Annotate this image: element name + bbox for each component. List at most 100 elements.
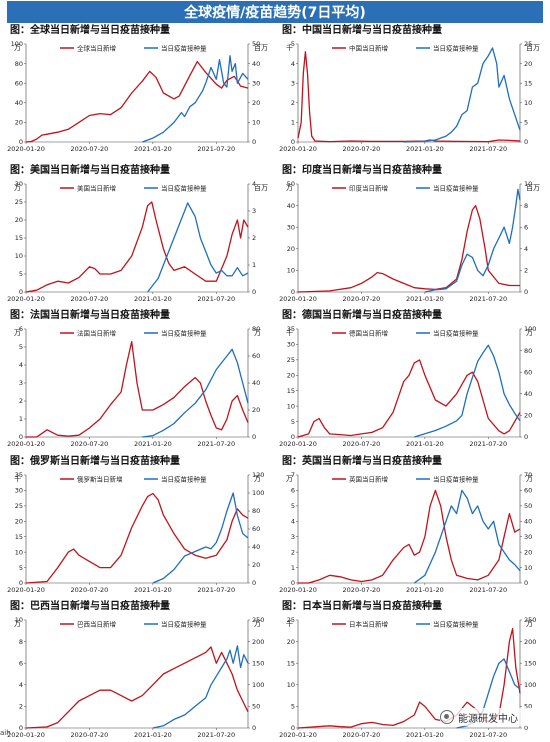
- x-tick-label: 2021-07-20: [469, 145, 507, 153]
- legend-label: 全球当日新增: [77, 43, 116, 52]
- right-tick-label: 0: [252, 579, 256, 587]
- series-line-vaccines: [403, 47, 521, 143]
- right-tick-label: 25: [524, 40, 532, 48]
- right-tick-label: 20: [252, 406, 260, 414]
- right-tick-label: 50: [524, 502, 532, 510]
- right-tick-label: 0: [524, 433, 528, 441]
- left-tick-label: 6: [19, 325, 23, 333]
- series-line-cases: [25, 492, 249, 584]
- left-tick-label: 30: [15, 180, 23, 188]
- left-unit-label: 千: [286, 619, 293, 628]
- wechat-icon: [440, 710, 454, 724]
- right-tick-label: 0: [524, 288, 528, 296]
- series-line-vaccines: [414, 344, 521, 438]
- right-unit-label: 万: [526, 475, 533, 483]
- right-tick-label: 20: [252, 561, 260, 569]
- left-tick-label: 10: [287, 402, 295, 410]
- right-tick-label: 40: [524, 390, 532, 398]
- left-tick-label: 20: [287, 638, 295, 646]
- right-tick-label: 15: [524, 79, 532, 87]
- chart-title: 图：法国当日新增与当日疫苗接种量: [10, 308, 170, 321]
- chart-title: 图：英国当日新增与当日疫苗接种量: [282, 454, 442, 467]
- series-line-vaccines: [147, 202, 249, 293]
- chart-title: 图：德国当日新增与当日疫苗接种量: [282, 308, 442, 321]
- x-tick-label: 2021-07-20: [197, 731, 235, 739]
- x-tick-label: 2021-01-20: [406, 145, 444, 153]
- left-tick-label: 20: [15, 119, 23, 127]
- right-tick-label: 100: [252, 489, 264, 497]
- left-tick-label: 10: [287, 267, 295, 275]
- left-tick-label: 30: [15, 487, 23, 495]
- left-tick-label: 15: [287, 659, 295, 667]
- x-tick-label: 2021-01-20: [406, 586, 444, 594]
- right-tick-label: 100: [524, 681, 536, 689]
- left-tick-label: 4: [19, 681, 23, 689]
- left-tick-label: 50: [287, 180, 295, 188]
- series-line-cases: [25, 646, 249, 729]
- right-tick-label: 100: [252, 681, 264, 689]
- legend-label: 当日疫苗接种量: [161, 43, 207, 52]
- right-tick-label: 10: [524, 180, 532, 188]
- left-tick-label: 25: [15, 198, 23, 206]
- left-tick-label: 5: [19, 343, 23, 351]
- left-tick-label: 3: [19, 379, 23, 387]
- left-tick-label: 10: [287, 681, 295, 689]
- right-tick-label: 10: [252, 119, 260, 127]
- left-tick-label: 0: [291, 288, 295, 296]
- x-tick-label: 2020-01-20: [7, 731, 45, 739]
- chart-title: 图：日本当日新增与当日疫苗接种量: [282, 599, 442, 612]
- legend-label: 当日疫苗接种量: [161, 183, 207, 192]
- right-tick-label: 1: [252, 261, 256, 269]
- right-tick-label: 40: [252, 543, 260, 551]
- left-tick-label: 1: [291, 119, 295, 127]
- right-unit-label: 万: [254, 329, 261, 337]
- x-tick-label: 2021-07-20: [469, 731, 507, 739]
- right-tick-label: 0: [252, 288, 256, 296]
- left-tick-label: 10: [15, 616, 23, 624]
- right-tick-label: 20: [524, 60, 532, 68]
- series-line-cases: [297, 359, 521, 438]
- legend-label: 当日疫苗接种量: [161, 328, 207, 337]
- x-tick-label: 2020-07-20: [71, 586, 109, 594]
- right-tick-label: 40: [524, 517, 532, 525]
- corner-mark: aih: [0, 729, 11, 737]
- right-tick-label: 2: [252, 234, 256, 242]
- right-tick-label: 60: [524, 368, 532, 376]
- series-line-cases: [25, 60, 249, 143]
- right-tick-label: 20: [252, 99, 260, 107]
- right-tick-label: 150: [524, 659, 536, 667]
- right-tick-label: 200: [524, 638, 536, 646]
- left-unit-label: 千: [286, 43, 293, 52]
- left-tick-label: 3: [291, 79, 295, 87]
- left-unit-label: 万: [14, 329, 21, 337]
- left-tick-label: 6: [291, 487, 295, 495]
- left-tick-label: 20: [287, 245, 295, 253]
- right-tick-label: 150: [252, 659, 264, 667]
- right-unit-label: 万: [526, 620, 533, 628]
- right-unit-label: 百万: [526, 44, 540, 52]
- x-tick-label: 2021-07-20: [469, 440, 507, 448]
- right-tick-label: 20: [524, 548, 532, 556]
- left-tick-label: 100: [11, 40, 23, 48]
- left-tick-label: 15: [15, 234, 23, 242]
- series-line-vaccines: [142, 348, 249, 438]
- right-tick-label: 2: [524, 267, 528, 275]
- x-tick-label: 2021-07-20: [197, 586, 235, 594]
- left-tick-label: 20: [15, 216, 23, 224]
- x-tick-label: 2020-01-20: [7, 440, 45, 448]
- left-tick-label: 0: [19, 724, 23, 732]
- left-tick-label: 4: [291, 517, 295, 525]
- left-tick-label: 2: [291, 99, 295, 107]
- chart-title: 图：印度当日新增与当日疫苗接种量: [282, 163, 442, 176]
- right-tick-label: 250: [524, 616, 536, 624]
- right-tick-label: 0: [252, 724, 256, 732]
- right-tick-label: 60: [524, 487, 532, 495]
- legend-label: 当日疫苗接种量: [433, 474, 479, 483]
- right-tick-label: 250: [252, 616, 264, 624]
- series-line-vaccines: [152, 492, 249, 584]
- x-tick-label: 2020-01-20: [7, 295, 45, 303]
- right-unit-label: 万: [254, 620, 261, 628]
